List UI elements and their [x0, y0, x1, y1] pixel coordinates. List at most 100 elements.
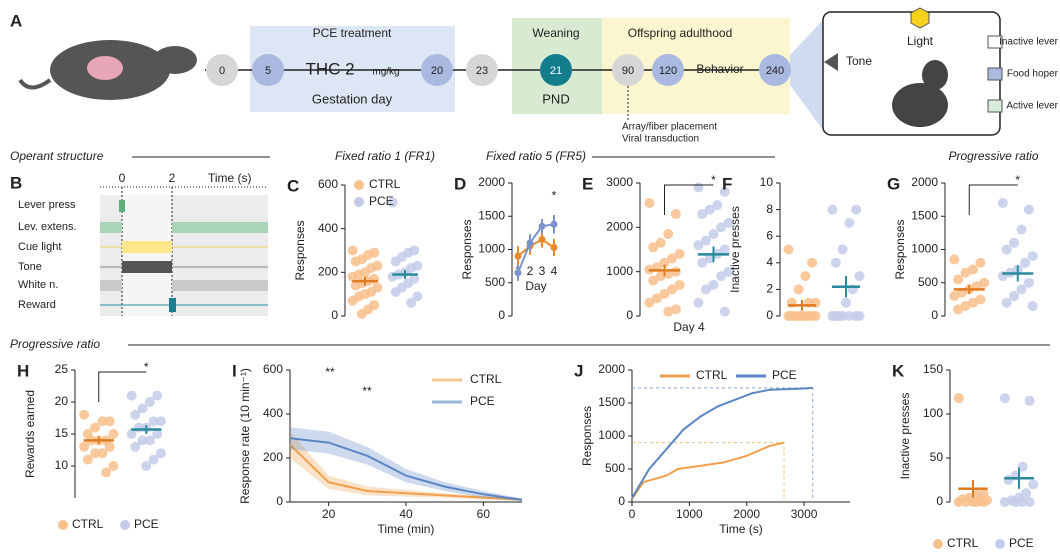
data-point [659, 288, 670, 299]
data-point [1001, 244, 1012, 255]
y-tick-label: 0 [498, 308, 505, 322]
data-point [830, 257, 841, 268]
data-point [978, 497, 989, 507]
data-point [108, 429, 119, 439]
tone-icon [824, 53, 838, 71]
row-label: Reward [18, 299, 56, 311]
data-point [967, 264, 978, 275]
data-point [841, 297, 851, 308]
panel-letter: I [232, 361, 237, 380]
data-point [704, 204, 715, 215]
node-label: 5 [265, 65, 271, 77]
data-point [953, 497, 964, 507]
error-band [290, 431, 522, 501]
timeline-node [759, 54, 791, 86]
node-label: 0 [219, 65, 225, 77]
x-axis-label: Day 4 [673, 320, 705, 334]
annotation: ** [325, 365, 335, 379]
data-point [144, 435, 155, 446]
cue-light [122, 241, 172, 253]
x-tick-label: 20 [322, 507, 336, 521]
data-point [704, 253, 715, 264]
data-point [793, 284, 804, 295]
timeline-node [421, 54, 453, 86]
data-point [708, 228, 719, 239]
x-tick-label: 40 [399, 507, 413, 521]
data-point [1001, 297, 1012, 308]
data-point [1003, 475, 1014, 485]
legend-swatch [120, 520, 130, 530]
y-tick-label: 2000 [598, 362, 625, 376]
data-point [356, 308, 367, 319]
row-label: Tone [18, 261, 42, 273]
data-point [953, 274, 964, 285]
x-axis-label: Day [525, 279, 546, 293]
x-tick-label: 2000 [733, 507, 760, 521]
data-point [971, 497, 982, 507]
data-point [350, 256, 361, 267]
legend-label: CTRL [369, 177, 401, 191]
y-axis-label: Responses [580, 406, 594, 466]
data-point [90, 448, 101, 459]
legend-label: PCE [369, 194, 394, 208]
data-point [960, 497, 971, 507]
y-axis-label: Inactive presses [728, 206, 742, 293]
y-tick-label: 3000 [606, 175, 633, 189]
data-point [960, 301, 971, 312]
data-point [667, 253, 678, 264]
y-axis-label: Response rate (10 min⁻¹) [238, 368, 252, 504]
data-point [651, 293, 662, 304]
data-point [1023, 204, 1034, 215]
panel-letter: H [17, 361, 29, 380]
white-noise [172, 280, 268, 291]
data-point [137, 435, 148, 446]
box-label: Active lever [1006, 101, 1058, 112]
data-point [783, 244, 794, 255]
y-tick-label: 6 [766, 228, 773, 242]
data-point [514, 269, 522, 277]
data-point [152, 429, 163, 439]
row-label: Cue light [18, 241, 61, 253]
reward [169, 298, 176, 312]
tone [122, 261, 172, 273]
active-lever-icon [987, 99, 1003, 113]
y-tick-label: 0 [766, 308, 773, 322]
series-line [631, 386, 813, 499]
white-noise [100, 280, 122, 291]
rat-head [153, 46, 197, 74]
guide-line [632, 387, 814, 502]
rat-illustration [18, 40, 197, 100]
row-label: White n. [18, 279, 58, 291]
data-point [1017, 497, 1028, 507]
data-point [999, 393, 1010, 404]
panel-title: Progressive ratio [948, 149, 1038, 163]
data-point [719, 306, 730, 317]
box-label: Light [907, 34, 934, 48]
legend-swatch [354, 197, 364, 207]
x-tick-label: 4 [551, 264, 558, 278]
data-point [975, 257, 986, 268]
data-point [807, 257, 818, 268]
data-point [854, 271, 865, 282]
lever-press [119, 200, 125, 212]
adulthood-label: Offspring adulthood [628, 26, 733, 40]
y-tick-label: 1000 [911, 242, 938, 256]
data-point [967, 297, 978, 308]
data-point [803, 311, 814, 321]
row-label: Lever press [18, 199, 76, 211]
data-point [514, 252, 522, 260]
data-point [716, 271, 727, 282]
lever-extension [172, 222, 268, 233]
data-point [1027, 301, 1038, 312]
data-point [155, 448, 166, 459]
data-point [949, 254, 960, 265]
y-tick-label: 0 [626, 308, 633, 322]
row-label: Lev. extens. [18, 221, 77, 233]
legend-label: PCE [1009, 536, 1034, 550]
panel-title: Fixed ratio 5 (FR5) [486, 149, 586, 163]
data-point [387, 197, 398, 208]
data-point [670, 209, 681, 220]
data-point [141, 461, 152, 471]
time-tick: 0 [119, 171, 126, 185]
data-point [644, 297, 655, 308]
